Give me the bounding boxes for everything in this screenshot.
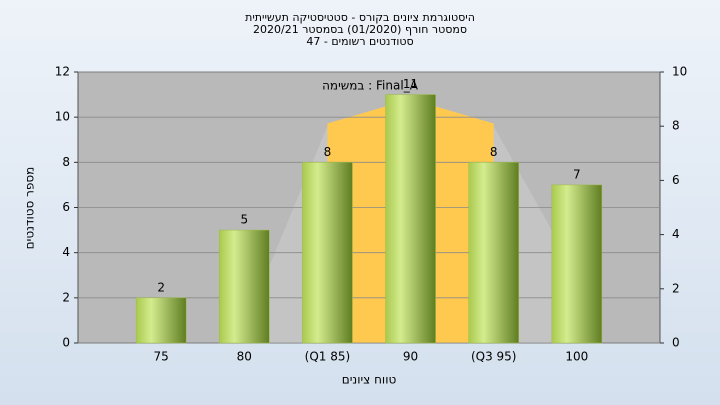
y-tick-label: 12	[55, 65, 70, 79]
y2-tick-label: 8	[672, 119, 680, 133]
y2-tick-label: 0	[672, 336, 680, 350]
chart-title: היסטוגרמת ציונים בקורס - סטטיסטיקה תעשיי…	[245, 11, 475, 24]
value-label: 2	[157, 280, 165, 294]
y2-tick-label: 2	[672, 281, 680, 295]
x-tick-label: 80	[237, 350, 252, 364]
y2-tick-label: 10	[672, 65, 687, 79]
y-tick-label: 0	[62, 336, 70, 350]
value-label: 8	[490, 145, 498, 159]
bar	[219, 229, 270, 344]
y-tick-label: 8	[62, 155, 70, 169]
y-tick-label: 10	[55, 110, 70, 124]
value-label: 7	[573, 167, 581, 181]
y-axis-label: מספר סטודנטים	[23, 167, 37, 250]
value-label: 11	[403, 77, 418, 91]
bar	[135, 297, 187, 344]
chart-subtitle: 47 - סטודנטים רשומים	[306, 35, 413, 48]
chart-subtitle: 2020/21 סמסטר חורף (01/2020) בסמסטר	[253, 23, 467, 36]
x-tick-label: 100	[565, 350, 588, 364]
value-label: 5	[240, 213, 248, 227]
x-tick-label: (Q3 95)	[471, 350, 517, 364]
x-tick-label: 75	[154, 350, 169, 364]
y2-tick-label: 6	[672, 173, 680, 187]
x-axis-label: טווח ציונים	[342, 373, 397, 387]
bar	[468, 162, 519, 344]
y-tick-label: 4	[62, 245, 70, 259]
bar	[385, 94, 436, 344]
bar	[302, 162, 353, 344]
annotation: במשימה : Final_A	[322, 79, 419, 93]
y-tick-label: 2	[62, 290, 70, 304]
y2-tick-label: 4	[672, 227, 680, 241]
bar	[551, 184, 603, 344]
value-label: 8	[324, 145, 332, 159]
x-tick-label: 90	[403, 350, 418, 364]
y-tick-label: 6	[62, 200, 70, 214]
x-tick-label: (Q1 85)	[305, 350, 351, 364]
